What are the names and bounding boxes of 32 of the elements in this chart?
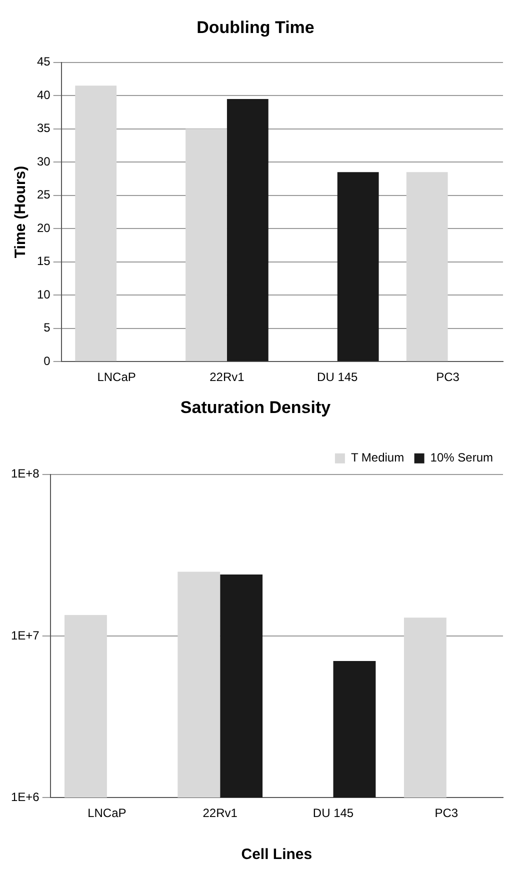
y-tick-label: 5 — [44, 320, 51, 335]
bar — [337, 172, 379, 362]
bar — [75, 86, 117, 362]
bar — [226, 98, 268, 362]
x-axis-title: Cell Lines — [241, 846, 312, 864]
chart-title: Saturation Density — [180, 398, 332, 417]
x-tick-label: LNCaP — [97, 370, 136, 384]
y-tick-label: 45 — [36, 54, 51, 69]
x-tick-label: DU 145 — [312, 806, 354, 820]
y-tick-label: 15 — [36, 254, 51, 268]
y-tick-label: 1E+8 — [11, 466, 40, 481]
legend-label: 10% Serum — [430, 450, 494, 465]
y-tick-label: 40 — [36, 88, 51, 102]
y-tick-label: 25 — [36, 188, 51, 202]
y-tick-label: 0 — [44, 354, 51, 368]
bar — [406, 172, 448, 362]
bar — [186, 128, 227, 362]
x-tick-label: DU 145 — [317, 370, 358, 384]
x-tick-label: LNCaP — [88, 806, 126, 820]
y-tick-label: 1E+6 — [11, 790, 40, 804]
y-tick-label: 1E+7 — [11, 628, 40, 642]
legend-label: T Medium — [350, 450, 404, 465]
x-tick-label: PC3 — [434, 806, 458, 820]
chart-title: Doubling Time — [196, 18, 314, 37]
x-tick-label: 22Rv1 — [210, 370, 245, 384]
y-tick-label: 30 — [36, 154, 51, 168]
x-tick-label: PC3 — [436, 370, 460, 384]
y-tick-label: 10 — [36, 287, 51, 302]
y-axis-title: Time (Hours) — [12, 166, 30, 258]
y-tick-label: 20 — [36, 220, 51, 235]
x-tick-label: 22Rv1 — [202, 806, 238, 820]
y-tick-label: 35 — [36, 121, 51, 136]
